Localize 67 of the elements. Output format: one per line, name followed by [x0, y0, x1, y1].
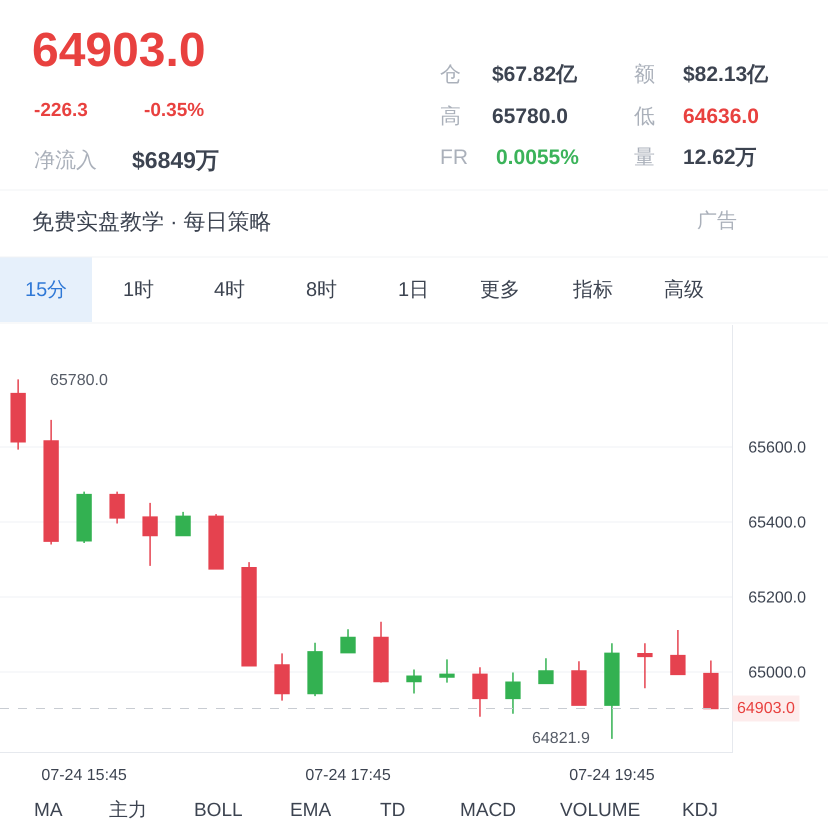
text: 高级 — [664, 278, 704, 301]
text: 低 — [634, 105, 655, 128]
text: 15分 — [25, 279, 68, 301]
text: 0.0055% — [496, 146, 580, 169]
text: MACD — [460, 800, 516, 821]
text: TD — [380, 800, 406, 821]
text: 65780.0 — [492, 105, 568, 128]
candlestick — [637, 642, 653, 689]
x-tick-label: 07-24 15:45 — [41, 767, 127, 784]
text: 指标 — [572, 279, 613, 301]
y-tick-label: 65200.0 — [748, 590, 806, 607]
ref-line-label: 64903.0 — [737, 700, 795, 717]
candlestick — [340, 628, 356, 654]
candlestick — [142, 502, 158, 567]
candlestick — [571, 660, 587, 706]
text: 8时 — [306, 279, 338, 301]
candlestick — [505, 672, 521, 714]
candlestick — [670, 629, 686, 676]
candlestick — [76, 490, 92, 544]
text: 高 — [440, 105, 461, 128]
candlestick — [175, 511, 191, 536]
candlestick — [406, 668, 422, 694]
text: BOLL — [194, 800, 243, 821]
candlestick — [109, 490, 125, 524]
candlestick — [373, 621, 389, 684]
annotation: 65780.0 — [50, 372, 108, 389]
candlestick — [208, 513, 224, 570]
y-tick-label: 65400.0 — [748, 514, 806, 532]
candlestick — [703, 660, 719, 710]
text: -226.3 — [34, 100, 88, 121]
y-tick-label: 65600.0 — [748, 440, 806, 457]
text: 更多 — [480, 279, 520, 301]
text: 1时 — [123, 279, 154, 301]
text: MA — [34, 800, 63, 821]
text: 4时 — [214, 279, 246, 301]
x-tick-label: 07-24 19:45 — [569, 767, 655, 784]
text: 净流入 — [34, 149, 97, 172]
candlestick — [10, 378, 26, 450]
text: 仓 — [440, 63, 461, 86]
text: $67.82亿 — [492, 63, 578, 86]
text: $6849万 — [132, 147, 219, 173]
candlestick — [472, 666, 488, 718]
text: 64636.0 — [683, 105, 759, 128]
candlestick — [439, 658, 455, 684]
candlestick — [43, 419, 59, 546]
text: -0.35% — [144, 100, 204, 121]
text: 64903.0 — [32, 24, 206, 77]
candlestick — [538, 657, 554, 684]
candlestick — [604, 642, 620, 740]
candlestick — [307, 642, 323, 697]
text: EMA — [290, 800, 332, 821]
text: 主力 — [109, 799, 147, 821]
text: 广告 — [697, 210, 737, 232]
text: $82.13亿 — [683, 63, 770, 86]
text: VOLUME — [560, 800, 640, 821]
text: 额 — [634, 63, 655, 86]
text: 12.62万 — [683, 146, 757, 169]
x-tick-label: 07-24 17:45 — [305, 767, 391, 784]
candlestick — [241, 561, 257, 666]
text: 免费实盘教学 · 每日策略 — [32, 209, 272, 234]
text: 1日 — [398, 279, 430, 301]
candlestick — [274, 652, 290, 702]
annotation: 64821.9 — [532, 730, 590, 747]
y-tick-label: 65000.0 — [748, 664, 806, 682]
text: FR — [440, 146, 468, 169]
text: 量 — [634, 146, 655, 169]
text: KDJ — [682, 800, 718, 821]
